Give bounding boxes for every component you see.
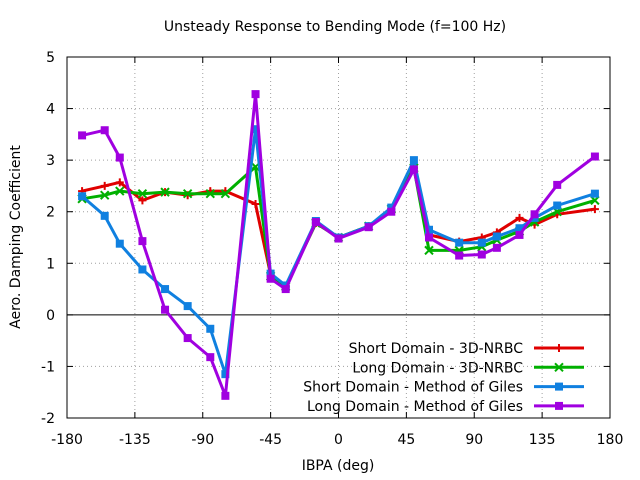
data-point [100,190,110,200]
data-point [115,239,124,248]
data-point [100,211,109,220]
data-point [311,218,320,227]
x-tick-label: -90 [191,432,214,448]
x-tick-label: -180 [51,432,83,448]
y-tick-label: -1 [41,359,55,375]
data-point [555,401,563,410]
data-point [220,188,231,199]
y-axis: -2 -1 0 1 2 3 4 5 [41,50,610,427]
data-point [425,225,433,234]
data-point [554,362,564,373]
data-point [115,178,124,187]
data-point [221,370,230,379]
y-tick-label: 1 [46,256,55,272]
data-point [492,243,501,252]
legend: Short Domain - 3D-NRBC Long Domain - 3D-N… [303,341,584,415]
data-point [409,165,418,174]
data-point [138,196,147,205]
data-point [334,234,343,243]
data-point [251,125,260,134]
data-point [100,181,109,190]
data-point [182,188,193,199]
legend-entry: Long Domain - Method of Giles [307,399,584,415]
data-point [205,188,215,199]
chart-title: Unsteady Response to Bending Mode (f=100… [164,19,506,35]
data-point [424,245,434,256]
data-point [590,152,599,161]
x-tick-label: -135 [119,432,151,448]
data-point [455,238,464,247]
data-point [183,334,192,343]
y-tick-label: -2 [41,411,55,427]
data-point [387,207,396,216]
data-point [100,126,109,135]
data-point [455,251,464,260]
x-tick-label: 180 [597,432,624,448]
data-point [515,224,524,233]
data-point [206,353,215,362]
y-tick-label: 0 [46,308,55,324]
data-point [206,324,215,333]
x-tick-label: -45 [259,432,282,448]
data-point [530,210,539,219]
data-point [251,90,260,99]
legend-label: Short Domain - Method of Giles [303,380,523,396]
data-point [515,230,524,239]
y-tick-label: 4 [46,102,55,118]
legend-label: Long Domain - Method of Giles [307,399,523,415]
data-point [492,232,501,241]
data-point [78,192,87,201]
data-point [138,237,147,246]
data-point [477,238,486,247]
data-point [251,199,260,208]
series [78,90,599,400]
x-tick-label: 0 [334,432,343,448]
data-point [266,274,275,283]
data-point [553,201,562,210]
data-point [364,223,373,232]
x-axis-label: IBPA (deg) [302,458,375,474]
data-point [590,195,600,206]
data-point [78,131,87,140]
legend-label: Short Domain - 3D-NRBC [349,341,524,357]
data-point [387,203,396,212]
data-point [553,180,562,189]
y-tick-label: 3 [46,153,55,169]
data-point [137,188,148,199]
data-point [161,305,170,314]
data-point [555,344,563,352]
data-point [183,302,192,311]
data-point [138,265,147,274]
data-point [160,187,170,197]
x-axis: -180 -135 -90 -45 0 45 90 135 180 [51,57,623,448]
data-point [221,391,230,400]
y-tick-label: 2 [46,205,55,221]
legend-entry: Short Domain - 3D-NRBC [349,341,584,357]
data-point [409,156,418,165]
data-point [590,189,599,198]
x-tick-label: 135 [529,432,556,448]
x-tick-label: 45 [397,432,415,448]
y-tick-label: 5 [46,50,55,66]
data-point [425,233,433,242]
data-point [115,153,124,162]
data-point [515,213,524,222]
data-point [115,186,125,196]
data-point [161,285,170,294]
data-point [555,382,563,391]
legend-label: Long Domain - 3D-NRBC [352,360,523,376]
data-point [477,250,486,259]
series-layer [77,90,600,400]
data-point [590,205,599,214]
x-tick-label: 90 [465,432,483,448]
y-axis-label: Aero. Damping Coefficient [8,145,24,329]
data-point [281,285,290,294]
legend-entry: Short Domain - Method of Giles [303,380,584,396]
legend-entry: Long Domain - 3D-NRBC [352,360,584,376]
